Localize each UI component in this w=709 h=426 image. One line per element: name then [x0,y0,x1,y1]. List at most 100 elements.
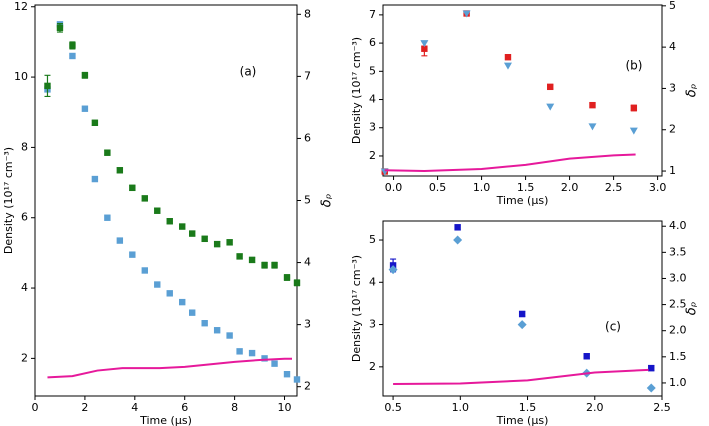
y-tick-label: 3 [369,318,376,331]
marker [116,237,124,244]
y2-tick-label: 5 [669,0,676,12]
marker [154,281,161,288]
marker [213,240,221,248]
panel-annotation: (b) [626,59,643,73]
y2-tick-label: 5 [304,194,311,207]
marker [91,175,99,183]
x-tick-label: 2.5 [605,181,623,194]
y-tick-label: 3 [369,121,376,134]
marker [201,320,208,327]
marker [189,230,196,237]
x-axis-label: Time (μs) [496,194,549,207]
y-tick-label: 4 [369,93,376,106]
y2-tick-label: 2 [304,380,311,393]
line-series [47,357,293,379]
y2-axis-label: δₚ [685,83,700,97]
y2-tick-label: 8 [304,7,311,20]
y-tick-label: 6 [21,211,28,224]
x-tick-label: 2 [81,401,88,414]
y-tick-label: 2 [21,351,28,364]
x-tick-label: 2.5 [653,401,671,414]
y-tick-label: 5 [369,64,376,77]
marker [504,54,512,61]
x-tick-label: 6 [181,401,188,414]
y-tick-label: 12 [14,0,28,13]
marker [420,40,429,48]
y2-tick-label: 2 [669,123,676,136]
x-tick-label: 10 [278,401,292,414]
x-tick-label: 1.5 [519,401,537,414]
marker [116,167,124,174]
y2-tick-label: 3 [669,81,676,94]
y-axis-label: Density (10¹⁷ cm⁻³) [2,147,15,254]
marker [104,214,111,221]
marker [166,290,173,297]
marker [248,256,256,264]
marker [517,320,527,330]
y-axis-label: Density (10¹⁷ cm⁻³) [350,255,363,362]
x-tick-label: 2.0 [561,181,579,194]
marker [69,42,76,49]
marker [588,123,597,131]
marker [546,103,555,111]
y2-tick-label: 4.0 [669,219,687,232]
y2-tick-label: 2.0 [669,324,687,337]
marker [189,309,196,316]
plot-frame [34,4,298,397]
y-tick-label: 6 [369,36,376,49]
marker [129,251,136,258]
marker [226,332,233,339]
panel-annotation: (c) [605,320,621,334]
marker [453,235,463,245]
marker [293,376,301,383]
y2-tick-label: 2.5 [669,298,687,311]
marker [44,82,51,90]
plot-frame [382,220,663,397]
marker [293,279,301,286]
marker [629,127,638,135]
y2-tick-label: 1.0 [669,376,687,389]
x-tick-label: 8 [231,401,238,414]
y-axis-label: Density (10¹⁷ cm⁻³) [350,37,363,144]
x-tick-label: 1.0 [452,401,470,414]
y2-tick-label: 3.0 [669,271,687,284]
y2-axis-label: δₚ [320,193,335,207]
y-tick-label: 4 [21,281,28,294]
y-tick-label: 2 [369,149,376,162]
x-tick-label: 4 [131,401,138,414]
marker [236,253,243,260]
marker [213,327,221,334]
y2-tick-label: 4 [669,40,676,53]
x-tick-label: 1.5 [517,181,535,194]
y2-tick-label: 4 [304,256,311,269]
marker [129,184,136,192]
y2-tick-label: 3 [304,318,311,331]
y2-axis-label: δₚ [685,301,700,315]
marker [583,353,590,360]
plot-frame [382,4,663,177]
marker [261,355,268,362]
marker [81,72,89,79]
marker [646,383,656,393]
marker [81,105,89,112]
y-tick-label: 5 [369,233,376,246]
y2-tick-label: 3.5 [669,245,687,258]
marker [388,265,398,275]
marker [141,195,148,202]
marker [271,261,278,269]
marker [648,364,655,372]
marker [179,223,186,230]
marker [283,274,291,281]
marker [166,218,173,225]
y2-tick-label: 1.5 [669,350,687,363]
x-tick-label: 0.5 [384,401,402,414]
y-tick-label: 7 [369,8,376,21]
marker [91,119,99,126]
x-tick-label: 0 [32,401,39,414]
marker [154,207,161,214]
marker [630,104,638,112]
x-tick-label: 3.0 [649,181,667,194]
marker [226,239,233,246]
marker [518,310,526,318]
